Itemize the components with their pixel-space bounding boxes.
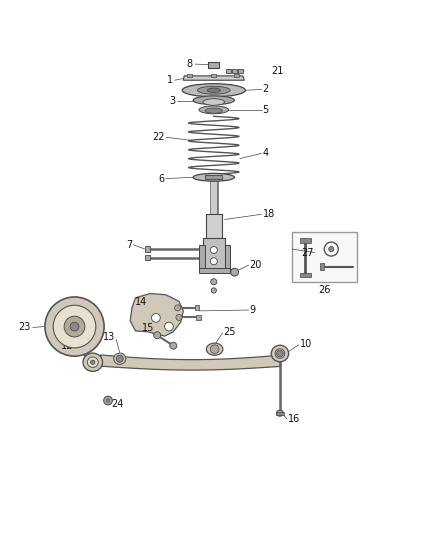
Ellipse shape [91, 360, 95, 365]
Text: 12: 12 [61, 341, 73, 351]
Bar [300, 238, 311, 243]
Bar [195, 305, 199, 310]
Circle shape [104, 396, 113, 405]
Polygon shape [184, 76, 244, 80]
Circle shape [170, 342, 177, 349]
Ellipse shape [87, 357, 98, 367]
Circle shape [45, 297, 104, 356]
Ellipse shape [199, 106, 229, 114]
Text: 24: 24 [111, 399, 124, 409]
Bar [206, 214, 222, 239]
Bar [234, 74, 239, 77]
Text: 1: 1 [167, 75, 173, 85]
Bar [211, 74, 216, 77]
Bar [196, 315, 201, 320]
Circle shape [152, 313, 160, 322]
Circle shape [210, 258, 217, 265]
Ellipse shape [193, 96, 234, 104]
Text: 14: 14 [135, 297, 147, 307]
Ellipse shape [198, 86, 230, 94]
Bar [205, 175, 223, 180]
Circle shape [210, 345, 219, 353]
Bar [226, 69, 231, 73]
Text: 27: 27 [301, 247, 314, 257]
Bar [208, 62, 219, 68]
Text: 26: 26 [318, 285, 331, 295]
Ellipse shape [203, 99, 225, 105]
Text: 13: 13 [103, 333, 116, 342]
Circle shape [116, 356, 123, 362]
Circle shape [324, 242, 338, 256]
Circle shape [328, 246, 334, 252]
Bar [300, 273, 311, 277]
Ellipse shape [205, 108, 223, 114]
Bar [145, 246, 150, 252]
Circle shape [231, 268, 239, 276]
Text: 11: 11 [83, 355, 95, 365]
Circle shape [53, 305, 96, 348]
Bar [203, 238, 225, 271]
Text: 9: 9 [250, 305, 256, 315]
Bar [276, 412, 284, 415]
Circle shape [175, 305, 181, 311]
Circle shape [176, 314, 182, 320]
Polygon shape [211, 180, 217, 215]
Circle shape [211, 288, 216, 293]
Text: 10: 10 [300, 339, 312, 349]
Ellipse shape [207, 88, 220, 92]
Ellipse shape [276, 410, 283, 416]
Text: 8: 8 [187, 59, 193, 69]
Text: 3: 3 [170, 96, 176, 106]
Circle shape [154, 332, 161, 339]
Ellipse shape [83, 353, 102, 372]
Bar [238, 69, 243, 73]
Ellipse shape [193, 173, 234, 181]
Circle shape [211, 279, 217, 285]
Text: 25: 25 [223, 327, 236, 337]
Circle shape [210, 246, 217, 254]
Text: 7: 7 [126, 240, 132, 250]
Circle shape [276, 350, 283, 357]
Text: 23: 23 [18, 322, 31, 333]
Text: 6: 6 [159, 174, 165, 183]
Bar [145, 255, 150, 261]
Text: 4: 4 [262, 148, 268, 158]
Bar [292, 232, 357, 282]
Text: 16: 16 [288, 414, 300, 424]
Bar [232, 69, 237, 73]
Ellipse shape [182, 84, 245, 97]
Text: 20: 20 [250, 260, 262, 270]
Circle shape [165, 322, 173, 331]
Ellipse shape [271, 345, 289, 362]
Bar [320, 263, 324, 270]
Polygon shape [130, 294, 184, 336]
Bar [199, 268, 230, 272]
Ellipse shape [114, 353, 126, 365]
Bar [225, 245, 230, 271]
Bar [187, 74, 192, 77]
Ellipse shape [275, 349, 285, 358]
Text: 5: 5 [262, 105, 269, 115]
Text: 18: 18 [262, 209, 275, 219]
Ellipse shape [206, 343, 223, 356]
Text: 22: 22 [152, 132, 165, 142]
Circle shape [70, 322, 79, 331]
Circle shape [106, 399, 110, 402]
Polygon shape [101, 355, 280, 370]
Bar [199, 245, 205, 271]
Circle shape [64, 316, 85, 337]
Text: 2: 2 [262, 84, 269, 94]
Text: 15: 15 [142, 324, 155, 333]
Text: 21: 21 [271, 66, 283, 76]
